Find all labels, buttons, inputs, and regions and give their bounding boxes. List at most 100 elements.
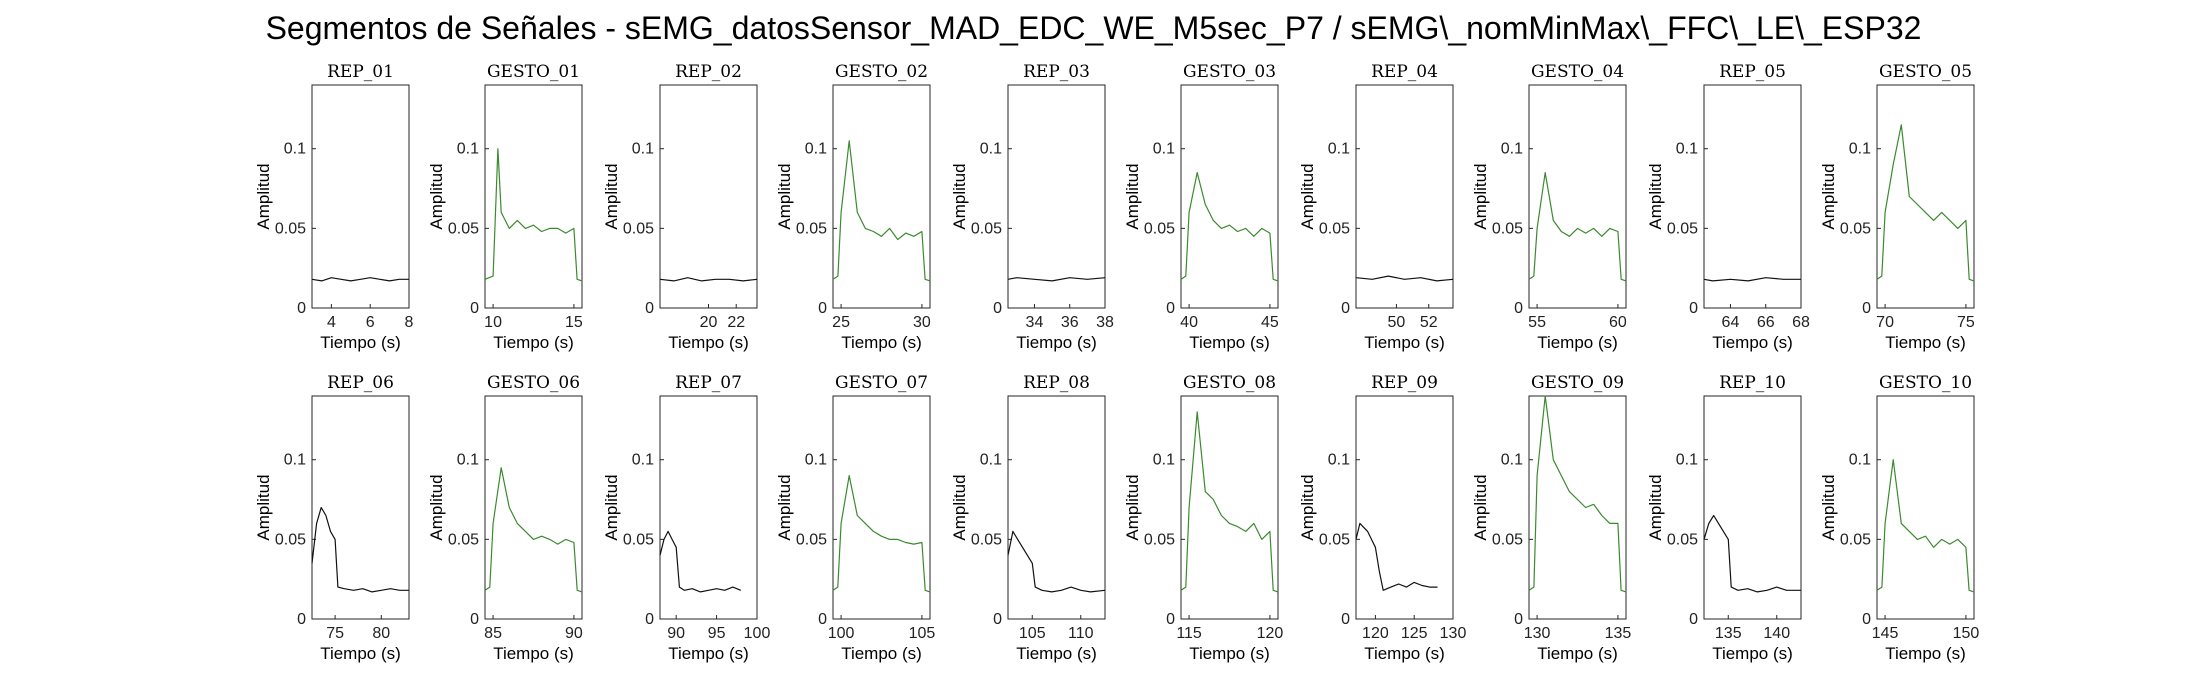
subplot-gesto-03: GESTO_03 0 0.05 0.1 40 45 Tiempo (s) Amplitud bbox=[1123, 62, 1279, 352]
signal-line bbox=[311, 277, 409, 282]
x-axis-label: Tiempo (s) bbox=[841, 333, 922, 352]
y-tick-label: 0.05 bbox=[971, 531, 1002, 548]
y-tick-label: 0.1 bbox=[1676, 452, 1698, 469]
y-tick-label: 0.1 bbox=[1849, 452, 1871, 469]
y-tick-label: 0.05 bbox=[623, 531, 654, 548]
axes-box bbox=[1876, 84, 1975, 309]
axes-box bbox=[311, 84, 410, 309]
subplot-gesto-09: GESTO_09 0 0.05 0.1 130 135 Tiempo (s) Amplitud bbox=[1471, 373, 1631, 663]
y-tick-label: 0.05 bbox=[1319, 531, 1350, 548]
subplot-gesto-10: GESTO_10 0 0.05 0.1 145 150 Tiempo (s) Amplitud bbox=[1819, 373, 1979, 663]
subplot-rep-07: REP_07 0 0.05 0.1 90 95 100 Tiempo (s) Amplitud bbox=[602, 373, 770, 663]
subplot-gesto-04: GESTO_04 0 0.05 0.1 55 60 Tiempo (s) Amplitud bbox=[1471, 62, 1627, 352]
y-tick-label: 0 bbox=[1341, 611, 1350, 628]
x-tick-label: 22 bbox=[727, 314, 745, 331]
subplot-rep-03: REP_03 0 0.05 0.1 34 36 38 Tiempo (s) Amplitud bbox=[950, 62, 1114, 352]
y-tick-label: 0.1 bbox=[1153, 452, 1175, 469]
subplot-gesto-07: GESTO_07 0 0.05 0.1 100 105 Tiempo (s) Amplitud bbox=[775, 373, 935, 663]
x-tick-label: 70 bbox=[1876, 314, 1894, 331]
x-axis-label: Tiempo (s) bbox=[493, 644, 574, 663]
signal-line bbox=[1355, 275, 1454, 282]
y-tick-label: 0.1 bbox=[980, 452, 1002, 469]
subplot-title: GESTO_08 bbox=[1183, 373, 1276, 393]
y-axis-label: Amplitud bbox=[1646, 474, 1665, 540]
x-axis-label: Tiempo (s) bbox=[1537, 644, 1618, 663]
y-axis-label: Amplitud bbox=[427, 163, 446, 229]
y-tick-label: 0.05 bbox=[1840, 531, 1871, 548]
x-tick-label: 40 bbox=[1180, 314, 1198, 331]
x-tick-label: 80 bbox=[372, 625, 390, 642]
subplot-title: GESTO_02 bbox=[835, 62, 928, 82]
y-tick-label: 0 bbox=[1341, 300, 1350, 317]
x-axis-label: Tiempo (s) bbox=[841, 644, 922, 663]
x-tick-label: 145 bbox=[1872, 625, 1899, 642]
y-tick-label: 0.05 bbox=[1144, 531, 1175, 548]
x-axis-label: Tiempo (s) bbox=[1016, 644, 1097, 663]
y-tick-label: 0.1 bbox=[632, 452, 654, 469]
subplot-rep-02: REP_02 0 0.05 0.1 20 22 Tiempo (s) Amplitud bbox=[602, 62, 758, 352]
y-tick-label: 0.05 bbox=[1319, 220, 1350, 237]
x-tick-label: 30 bbox=[913, 314, 931, 331]
y-tick-label: 0 bbox=[1689, 300, 1698, 317]
x-tick-label: 36 bbox=[1061, 314, 1079, 331]
x-tick-label: 130 bbox=[1524, 625, 1551, 642]
x-axis-label: Tiempo (s) bbox=[668, 333, 749, 352]
axes-box bbox=[484, 395, 583, 620]
x-tick-label: 55 bbox=[1528, 314, 1546, 331]
y-axis-label: Amplitud bbox=[254, 474, 273, 540]
x-tick-label: 85 bbox=[484, 625, 502, 642]
signal-line bbox=[832, 140, 931, 282]
x-tick-label: 4 bbox=[327, 314, 336, 331]
subplot-rep-04: REP_04 0 0.05 0.1 50 52 Tiempo (s) Amplitud bbox=[1298, 62, 1454, 352]
y-axis-label: Amplitud bbox=[950, 474, 969, 540]
subplot-rep-09: REP_09 0 0.05 0.1 120 125 130 Tiempo (s) Amplitu… bbox=[1298, 373, 1466, 663]
x-axis-label: Tiempo (s) bbox=[1189, 644, 1270, 663]
x-tick-label: 52 bbox=[1420, 314, 1438, 331]
x-tick-label: 15 bbox=[565, 314, 583, 331]
y-tick-label: 0 bbox=[1689, 611, 1698, 628]
y-axis-label: Amplitud bbox=[1298, 163, 1317, 229]
y-tick-label: 0 bbox=[470, 611, 479, 628]
subplot-title: REP_04 bbox=[1371, 62, 1438, 82]
subplot-title: REP_01 bbox=[327, 62, 394, 82]
subplot-title: GESTO_05 bbox=[1879, 62, 1972, 82]
x-tick-label: 10 bbox=[484, 314, 502, 331]
axes-box bbox=[1180, 84, 1279, 309]
y-tick-label: 0.05 bbox=[796, 531, 827, 548]
subplot-title: GESTO_01 bbox=[487, 62, 580, 82]
x-axis-label: Tiempo (s) bbox=[1712, 333, 1793, 352]
x-tick-label: 64 bbox=[1722, 314, 1740, 331]
subplot-title: REP_10 bbox=[1719, 373, 1786, 393]
signal-line bbox=[1528, 172, 1627, 282]
y-tick-label: 0.1 bbox=[632, 141, 654, 158]
x-tick-label: 20 bbox=[700, 314, 718, 331]
y-axis-label: Amplitud bbox=[602, 474, 621, 540]
axes-box bbox=[832, 395, 931, 620]
x-axis-label: Tiempo (s) bbox=[1364, 333, 1445, 352]
x-tick-label: 95 bbox=[708, 625, 726, 642]
y-tick-label: 0 bbox=[1862, 611, 1871, 628]
y-tick-label: 0.1 bbox=[1328, 141, 1350, 158]
y-tick-label: 0 bbox=[645, 611, 654, 628]
y-axis-label: Amplitud bbox=[775, 163, 794, 229]
signal-line bbox=[1703, 514, 1801, 593]
y-tick-label: 0.1 bbox=[1501, 452, 1523, 469]
y-tick-label: 0.1 bbox=[1676, 141, 1698, 158]
subplot-title: GESTO_04 bbox=[1531, 62, 1624, 82]
signal-line bbox=[1007, 530, 1106, 593]
y-tick-label: 0 bbox=[993, 611, 1002, 628]
subplot-gesto-08: GESTO_08 0 0.05 0.1 115 120 Tiempo (s) Amplitud bbox=[1123, 373, 1283, 663]
signal-line bbox=[484, 148, 583, 282]
y-axis-label: Amplitud bbox=[254, 163, 273, 229]
x-tick-label: 75 bbox=[326, 625, 344, 642]
subplot-title: REP_09 bbox=[1371, 373, 1438, 393]
x-axis-label: Tiempo (s) bbox=[1537, 333, 1618, 352]
x-tick-label: 6 bbox=[366, 314, 375, 331]
y-tick-label: 0.05 bbox=[1492, 531, 1523, 548]
y-axis-label: Amplitud bbox=[1471, 163, 1490, 229]
y-axis-label: Amplitud bbox=[950, 163, 969, 229]
signal-line bbox=[1703, 277, 1801, 282]
x-tick-label: 50 bbox=[1388, 314, 1406, 331]
x-axis-label: Tiempo (s) bbox=[1885, 333, 1966, 352]
